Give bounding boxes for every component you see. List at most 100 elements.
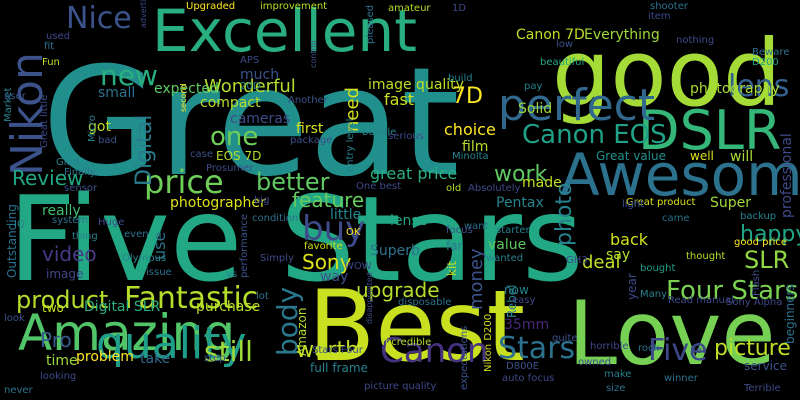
word-lense: lense bbox=[390, 213, 428, 229]
word-pay: pay bbox=[524, 81, 543, 92]
word-four-stars: Four Stars bbox=[666, 276, 799, 306]
word-backup: backup bbox=[740, 211, 777, 222]
word-disappointed: disappointed bbox=[365, 272, 374, 324]
word-nikon-d200: Nikon D200 bbox=[483, 313, 494, 372]
word-film: film bbox=[462, 139, 489, 155]
word-amazon: Amazon bbox=[295, 307, 309, 357]
word-shooter: shooter bbox=[650, 1, 688, 12]
word-still: still bbox=[204, 335, 253, 368]
word-good: good bbox=[552, 20, 782, 127]
word-compact: compact bbox=[200, 95, 261, 111]
word-value: value bbox=[488, 237, 527, 253]
word-horrible: horrible bbox=[590, 341, 629, 352]
word-take: take bbox=[140, 351, 171, 367]
word-buy: buy bbox=[302, 209, 366, 249]
word-rock: rock bbox=[638, 343, 660, 354]
word-canon: Canon bbox=[380, 331, 489, 371]
word-step: step bbox=[204, 353, 226, 364]
word-great-price: great price bbox=[370, 164, 458, 183]
word-big: big bbox=[254, 195, 270, 206]
word-used: used bbox=[46, 31, 71, 42]
word-favorite: favorite bbox=[304, 241, 343, 252]
word-bundle: bundle bbox=[362, 127, 397, 138]
word-user: user bbox=[4, 91, 26, 102]
word-starter: starter bbox=[496, 225, 530, 236]
word-amateur: amateur bbox=[388, 3, 431, 14]
word-another: Another bbox=[288, 95, 328, 106]
word-wanted: wanted bbox=[486, 253, 524, 264]
word-look: look bbox=[4, 313, 25, 324]
word-condition: condition bbox=[252, 213, 299, 224]
word-great-product: Great product bbox=[626, 197, 696, 208]
word-quality: quality bbox=[96, 318, 247, 369]
word-photo: photo bbox=[552, 182, 577, 246]
word-old: old bbox=[446, 183, 462, 194]
word-prosumer: Prosumer bbox=[206, 163, 254, 174]
word-beautiful: beautiful bbox=[540, 57, 585, 68]
word-picture-quality: picture quality bbox=[364, 381, 437, 392]
word-solid: Solid bbox=[518, 101, 553, 117]
word-problem: problem bbox=[76, 349, 134, 365]
word-sony-alpha: Sony Alpha bbox=[726, 297, 783, 308]
word-focus: focus bbox=[446, 225, 473, 236]
word-first: first bbox=[296, 121, 324, 137]
word-thing: thing bbox=[72, 231, 98, 242]
word-issue: issue bbox=[146, 267, 172, 278]
word-aps: APS bbox=[240, 55, 260, 66]
word-performance: performance bbox=[239, 213, 250, 278]
word-superb: Superb bbox=[370, 243, 420, 259]
word-huge: Huge bbox=[98, 217, 125, 228]
word-advertised: advertised bbox=[139, 0, 148, 28]
word-upgrade: upgrade bbox=[356, 278, 440, 302]
word-photographer: photographer bbox=[170, 195, 266, 211]
word-gh3: GH3 bbox=[566, 255, 588, 266]
word-system: system bbox=[52, 215, 89, 226]
word-kit: kit bbox=[445, 261, 459, 276]
word-time: time bbox=[46, 353, 78, 369]
word-amazing: Amazing bbox=[18, 304, 236, 362]
word-well: well bbox=[690, 149, 714, 163]
word-review: Review bbox=[12, 166, 84, 190]
word-year: year bbox=[625, 273, 639, 300]
word-slr: SLR bbox=[744, 246, 790, 274]
word-back: back bbox=[610, 230, 649, 249]
word-upgraded: Upgraded bbox=[186, 1, 236, 12]
word-item: item bbox=[648, 11, 671, 22]
word-made: made bbox=[522, 175, 562, 191]
word-wow: WOW bbox=[344, 261, 372, 272]
word-two: two bbox=[42, 301, 64, 315]
word-fit: fit bbox=[44, 41, 55, 52]
word-came: came bbox=[662, 213, 690, 224]
word-looking: looking bbox=[40, 371, 77, 382]
word-size: size bbox=[606, 383, 626, 394]
word-now: now bbox=[504, 283, 529, 297]
word-cameras: cameras bbox=[230, 111, 291, 127]
word-expected: expected bbox=[154, 81, 219, 97]
word-money: money bbox=[466, 248, 487, 310]
word-worth: worth bbox=[296, 338, 360, 363]
word-perfect: perfect bbox=[498, 80, 656, 131]
word-pentax: Pentax bbox=[496, 195, 544, 211]
word-fast: fast bbox=[384, 90, 415, 109]
word-canon-7d: Canon 7D bbox=[516, 27, 585, 43]
word-expectations: expectations bbox=[459, 325, 470, 390]
word-35mm: 35mm bbox=[504, 317, 550, 333]
word-full-frame: full frame bbox=[310, 361, 368, 375]
word-feature: feature bbox=[292, 188, 365, 212]
word-super: Super bbox=[710, 195, 752, 211]
word-really: really bbox=[42, 203, 81, 219]
word-lens: lens bbox=[728, 69, 790, 104]
word-iq: IQ bbox=[14, 219, 25, 230]
word-outstanding: Outstanding bbox=[5, 204, 19, 278]
word-new: new bbox=[100, 59, 158, 92]
word-sony: Sony bbox=[302, 250, 352, 274]
word-five-stars: Five Stars bbox=[8, 170, 584, 308]
word-happy: happy bbox=[740, 222, 800, 247]
word-second: second bbox=[179, 83, 188, 112]
word-one-best: One best bbox=[356, 181, 402, 192]
word-case: case bbox=[190, 149, 213, 160]
word-love: Love bbox=[568, 282, 776, 385]
word-yet: yet bbox=[690, 345, 706, 356]
word-great-little: Great little bbox=[39, 94, 50, 148]
